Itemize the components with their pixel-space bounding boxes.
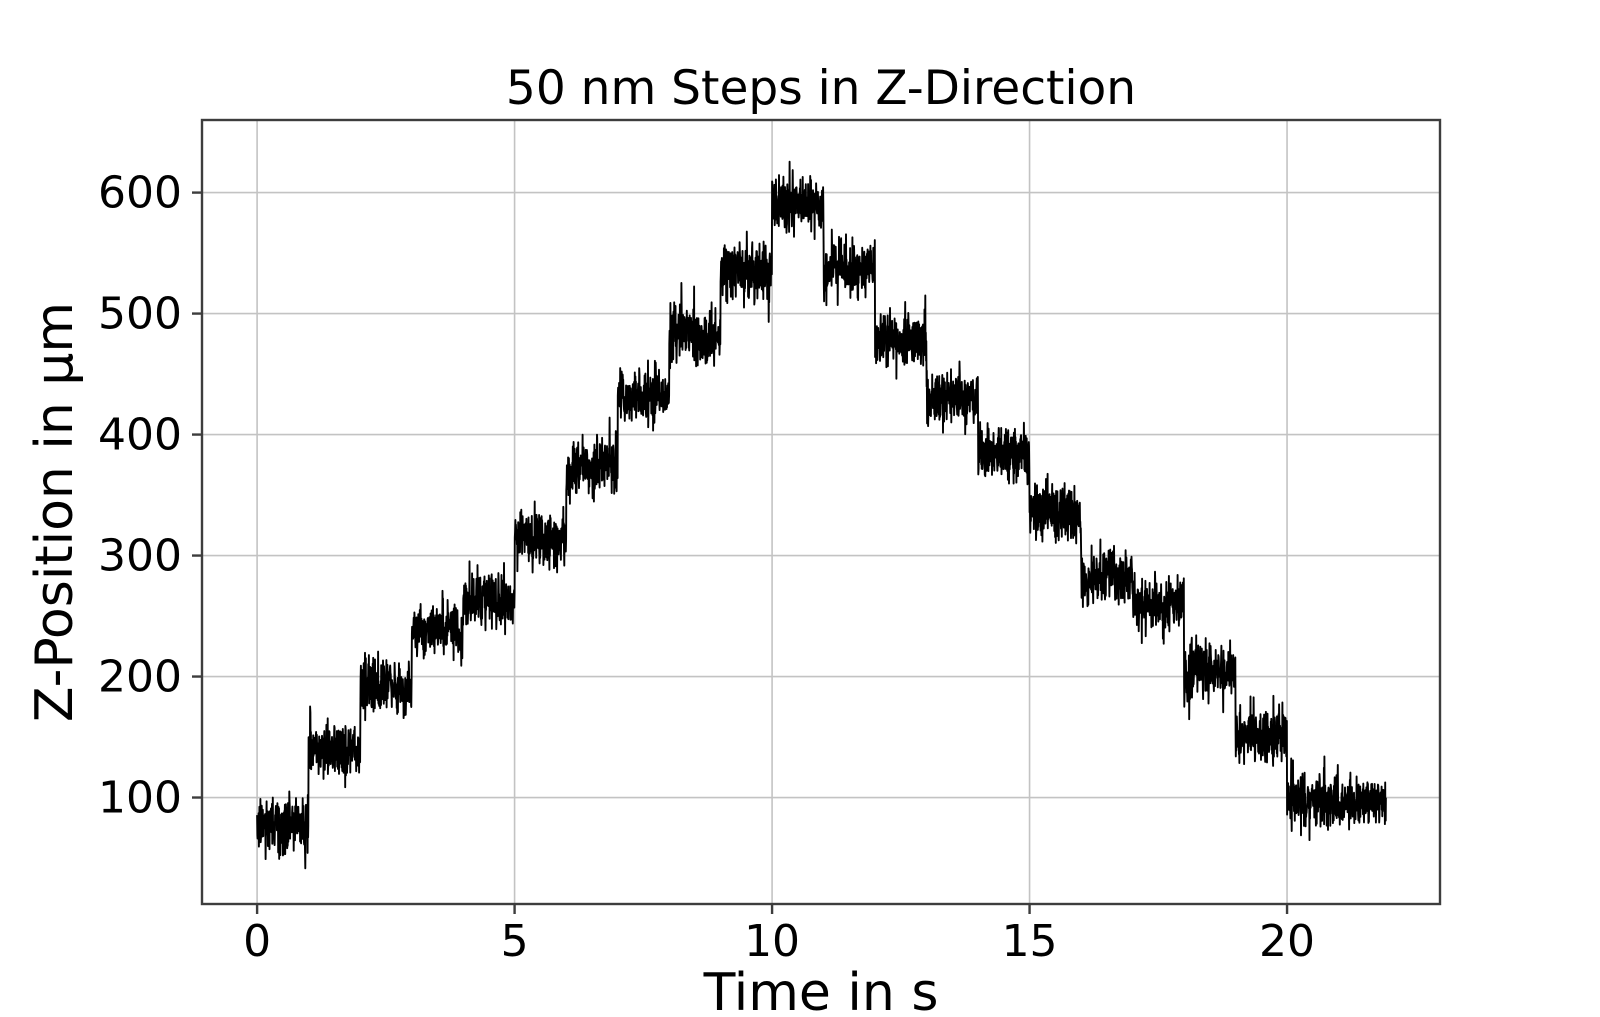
y-tick-label: 600: [98, 168, 182, 219]
plot-border: [200, 118, 1442, 906]
tick-layer: 0 5 10 15 20 100 200 300 400 500 600: [98, 168, 1315, 967]
y-tick-label: 200: [98, 652, 182, 703]
x-tick-label: 0: [243, 916, 271, 967]
y-tick-label: 400: [98, 410, 182, 461]
x-tick-label: 20: [1259, 916, 1315, 967]
grid-layer: [202, 120, 1440, 904]
chart-title: 50 nm Steps in Z-Direction: [506, 61, 1136, 116]
x-tick-label: 5: [501, 916, 529, 967]
data-trace-layer: [256, 160, 1387, 870]
x-axis-label: Time in s: [703, 963, 939, 1017]
y-tick-label: 500: [98, 289, 182, 340]
y-tick-label: 100: [98, 773, 182, 824]
x-tick-label: 15: [1002, 916, 1058, 967]
z-position-trace: [256, 160, 1387, 870]
y-axis-label: Z-Position in µm: [25, 302, 85, 722]
y-tick-label: 300: [98, 531, 182, 582]
x-tick-label: 10: [744, 916, 800, 967]
